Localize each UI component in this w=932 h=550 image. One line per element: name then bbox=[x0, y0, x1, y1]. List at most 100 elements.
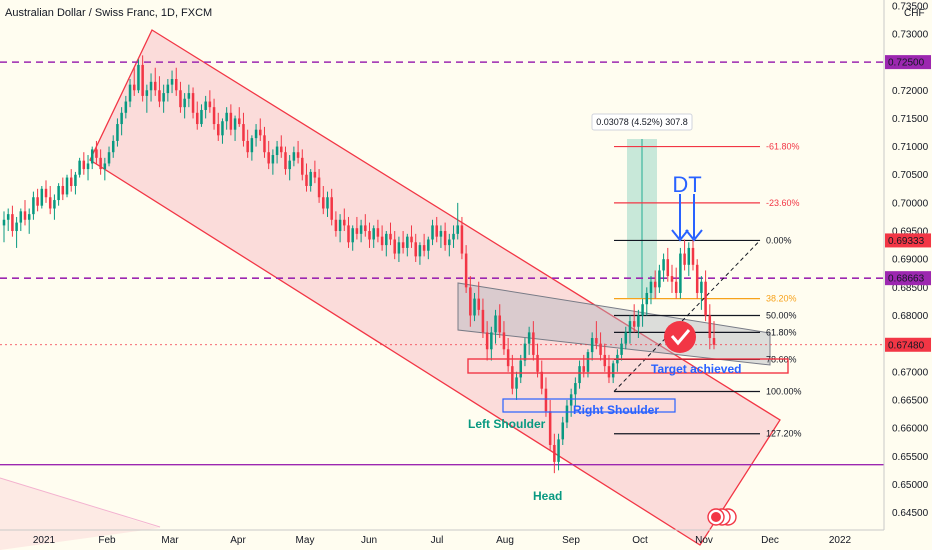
candle-body bbox=[624, 332, 628, 344]
head-label: Head bbox=[533, 489, 562, 503]
candle-body bbox=[586, 352, 590, 372]
candle-body bbox=[485, 332, 489, 350]
bottom-left-zone bbox=[0, 478, 160, 550]
candle-body bbox=[141, 64, 144, 96]
candle-body bbox=[334, 219, 338, 232]
candle-body bbox=[561, 422, 565, 440]
price-label-text: 0.68663 bbox=[888, 274, 925, 285]
fib-level-label: -23.60% bbox=[766, 198, 800, 208]
x-tick-label: Oct bbox=[632, 535, 648, 546]
candle-body bbox=[469, 287, 472, 316]
candle-body bbox=[19, 211, 23, 223]
candle-body bbox=[611, 363, 615, 378]
candle-body bbox=[74, 174, 77, 186]
candle-body bbox=[95, 149, 98, 158]
y-tick-label: 0.66500 bbox=[892, 395, 929, 406]
candle-body bbox=[242, 124, 245, 141]
chart-title: Australian Dollar / Swiss Franc, 1D, FXC… bbox=[5, 7, 212, 19]
candle-body bbox=[233, 118, 237, 130]
candle-body bbox=[653, 281, 657, 288]
candle-body bbox=[460, 225, 464, 254]
candle-body bbox=[641, 304, 644, 316]
y-tick-label: 0.68000 bbox=[892, 311, 929, 322]
target-zone-box[interactable] bbox=[467, 358, 789, 374]
x-tick-label: Aug bbox=[496, 535, 514, 546]
candle-body bbox=[330, 197, 333, 220]
y-tick-label: 0.70500 bbox=[892, 170, 929, 181]
candle-body bbox=[317, 177, 321, 198]
y-tick-label: 0.67000 bbox=[892, 367, 929, 378]
target-label: Target achieved bbox=[651, 362, 741, 376]
candle-body bbox=[355, 228, 359, 234]
descending-channel[interactable] bbox=[89, 29, 781, 546]
candle-body bbox=[385, 233, 388, 246]
candle-body bbox=[519, 360, 523, 378]
candlestick-series bbox=[2, 55, 716, 474]
y-tick-label: 0.65000 bbox=[892, 480, 929, 491]
candle-body bbox=[145, 90, 149, 96]
candle-body bbox=[536, 354, 539, 372]
candle-body bbox=[158, 90, 161, 102]
candle-body bbox=[120, 112, 123, 125]
candle-body bbox=[620, 343, 623, 355]
candle-body bbox=[397, 242, 401, 254]
candle-body bbox=[229, 112, 233, 130]
candle-body bbox=[174, 79, 178, 91]
candle-body bbox=[452, 233, 455, 240]
x-tick-label: Nov bbox=[695, 535, 713, 546]
y-tick-label: 0.66000 bbox=[892, 424, 929, 435]
author-logo-icon[interactable] bbox=[711, 512, 721, 522]
shoulder-box[interactable] bbox=[502, 398, 676, 413]
candle-body bbox=[410, 236, 413, 243]
candle-body bbox=[443, 231, 447, 246]
price-label-text: 0.67480 bbox=[888, 340, 925, 351]
candle-body bbox=[708, 315, 712, 339]
candle-body bbox=[595, 338, 598, 344]
candle-body bbox=[506, 349, 510, 367]
candle-body bbox=[540, 371, 544, 389]
candle-body bbox=[217, 124, 220, 136]
candle-body bbox=[351, 228, 354, 243]
y-tick-label: 0.69500 bbox=[892, 227, 929, 238]
y-tick-label: 0.73500 bbox=[892, 1, 929, 12]
candle-body bbox=[107, 152, 111, 164]
candle-body bbox=[490, 332, 493, 350]
candle-body bbox=[515, 377, 518, 389]
y-tick-label: 0.70000 bbox=[892, 198, 929, 209]
candle-body bbox=[275, 146, 279, 156]
price-label-box bbox=[885, 337, 931, 352]
candle-body bbox=[292, 152, 296, 161]
candle-body bbox=[267, 152, 270, 164]
candle-body bbox=[368, 231, 371, 240]
candle-body bbox=[565, 405, 569, 423]
candle-body bbox=[494, 315, 497, 333]
candle-body bbox=[359, 225, 363, 234]
horizontal-lines bbox=[0, 61, 884, 466]
candle-body bbox=[57, 185, 60, 201]
candle-body bbox=[271, 155, 275, 164]
x-axis-ticks: 2021 Feb Mar Apr May Jun Jul Aug Sep Oct Nov Dec 202… bbox=[33, 535, 852, 546]
candle-body bbox=[280, 146, 283, 153]
candle-body bbox=[511, 366, 514, 389]
dt-arrowhead-right bbox=[685, 229, 703, 242]
fib-level-label: 61.80% bbox=[766, 327, 797, 337]
candle-body bbox=[435, 225, 438, 237]
dt-arrowhead-left bbox=[671, 229, 689, 242]
candle-body bbox=[90, 149, 94, 164]
candle-body bbox=[309, 171, 312, 186]
candle-body bbox=[599, 343, 602, 355]
candle-body bbox=[149, 81, 153, 91]
candle-body bbox=[137, 64, 140, 91]
candle-body bbox=[82, 160, 86, 170]
candle-body bbox=[195, 112, 199, 125]
candle-body bbox=[603, 354, 607, 367]
candle-body bbox=[187, 93, 191, 99]
candle-body bbox=[683, 253, 686, 265]
candle-body bbox=[44, 188, 48, 198]
candle-body bbox=[670, 276, 674, 282]
candle-body bbox=[32, 197, 35, 215]
candle-body bbox=[61, 185, 65, 195]
candle-body bbox=[103, 163, 107, 170]
candle-body bbox=[2, 219, 6, 226]
